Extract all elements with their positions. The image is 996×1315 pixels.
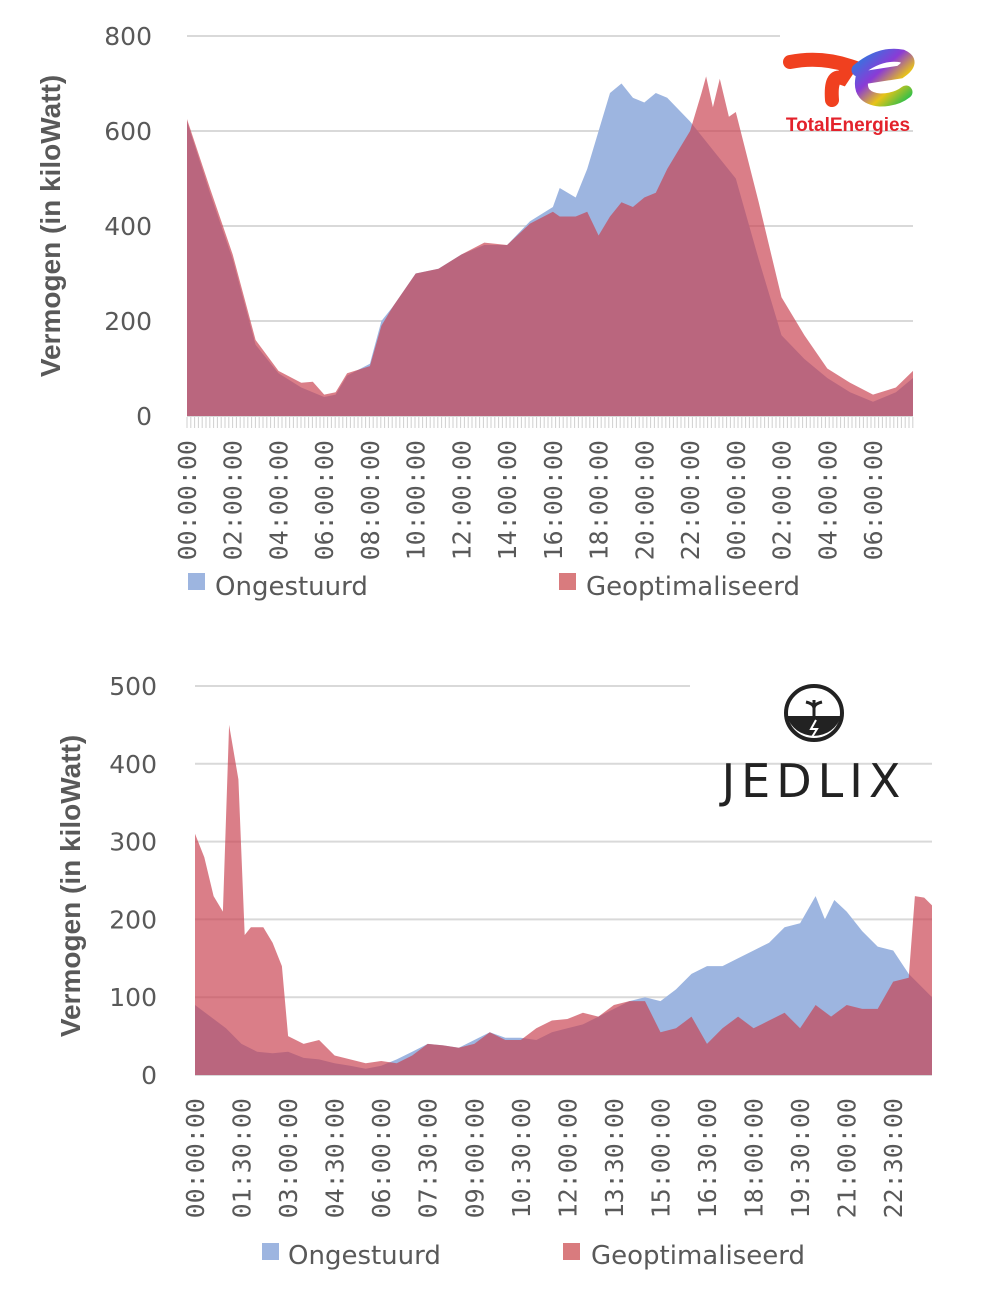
x-tick-label: 01:30:00 — [228, 1098, 257, 1218]
y-tick-labels: 0 100 200 300 400 500 — [109, 672, 157, 1090]
x-tick-label: 07:30:00 — [414, 1098, 443, 1218]
chart-totalenergies: 0 200 400 600 800 00:00:00 02:00:00 04:00:00 06… — [35, 22, 915, 602]
x-tick-label: 19:30:00 — [786, 1098, 815, 1218]
x-tick-label: 04:00:00 — [813, 440, 842, 560]
x-tick-label: 04:30:00 — [321, 1098, 350, 1218]
y-tick-label: 300 — [109, 828, 157, 857]
legend-label-ongestuurd: Ongestuurd — [288, 1241, 441, 1271]
x-tick-label: 02:00:00 — [768, 440, 797, 560]
x-tick-labels: 00:00:00 01:30:00 03:00:00 04:30:00 06:00:00… — [181, 1098, 908, 1218]
x-tick-label: 02:00:00 — [219, 440, 248, 560]
x-tick-label: 16:30:00 — [693, 1098, 722, 1218]
y-tick-labels: 0 200 400 600 800 — [104, 22, 152, 431]
x-tick-label: 20:00:00 — [630, 440, 659, 560]
x-tick-label: 12:00:00 — [447, 440, 476, 560]
x-tick-label: 18:00:00 — [740, 1098, 769, 1218]
area-geoptimaliseerd — [187, 76, 913, 417]
x-tick-label: 09:00:00 — [460, 1098, 489, 1218]
y-tick-label: 0 — [136, 402, 152, 431]
x-tick-label: 14:00:00 — [493, 440, 522, 560]
jedlix-logo: JEDLIX — [719, 684, 907, 808]
x-tick-label: 03:00:00 — [274, 1098, 303, 1218]
x-tick-label: 15:00:00 — [646, 1098, 675, 1218]
y-axis-label: Vermogen (in kiloWatt) — [35, 75, 66, 377]
areas — [195, 724, 932, 1075]
y-tick-label: 400 — [104, 212, 152, 241]
area-geoptimaliseerd — [195, 724, 932, 1075]
jedlix-logo-text: JEDLIX — [719, 754, 907, 808]
x-tick-label: 06:00:00 — [859, 440, 888, 560]
legend-label-ongestuurd: Ongestuurd — [215, 572, 368, 602]
y-tick-label: 0 — [141, 1061, 157, 1090]
areas — [187, 76, 913, 417]
gridlines — [186, 35, 914, 428]
y-tick-label: 400 — [109, 750, 157, 779]
x-tick-label: 04:00:00 — [264, 440, 293, 560]
x-tick-label: 10:00:00 — [402, 440, 431, 560]
x-tick-label: 12:00:00 — [553, 1098, 582, 1218]
x-tick-label: 06:00:00 — [310, 440, 339, 560]
y-tick-label: 500 — [109, 672, 157, 701]
x-tick-label: 21:00:00 — [833, 1098, 862, 1218]
chart-jedlix: 0 100 200 300 400 500 00:00:00 01:30:00 03:00:0… — [55, 672, 932, 1271]
legend-label-geoptimaliseerd: Geoptimaliseerd — [586, 572, 800, 602]
y-axis-label: Vermogen (in kiloWatt) — [55, 735, 86, 1037]
y-tick-label: 200 — [104, 307, 152, 336]
x-tick-label: 00:00:00 — [181, 1098, 210, 1218]
totalenergies-logo-text: TotalEnergies — [786, 115, 910, 136]
x-tick-label: 16:00:00 — [539, 440, 568, 560]
legend-swatch-ongestuurd — [262, 1243, 279, 1260]
y-tick-label: 100 — [109, 983, 157, 1012]
x-tick-label: 00:00:00 — [173, 440, 202, 560]
legend-swatch-ongestuurd — [188, 573, 205, 590]
x-tick-label: 00:00:00 — [722, 440, 751, 560]
y-tick-label: 200 — [109, 905, 157, 934]
x-tick-label: 06:00:00 — [367, 1098, 396, 1218]
x-tick-labels: 00:00:00 02:00:00 04:00:00 06:00:00 08:00:00… — [173, 440, 888, 560]
x-tick-label: 22:00:00 — [676, 440, 705, 560]
x-tick-label: 18:00:00 — [585, 440, 614, 560]
legend-swatch-geoptimaliseerd — [559, 573, 576, 590]
y-tick-label: 600 — [104, 117, 152, 146]
x-tick-label: 22:30:00 — [879, 1098, 908, 1218]
x-tick-label: 10:30:00 — [507, 1098, 536, 1218]
y-tick-label: 800 — [104, 22, 152, 51]
totalenergies-logo: TotalEnergies — [783, 48, 915, 136]
legend-label-geoptimaliseerd: Geoptimaliseerd — [591, 1241, 805, 1271]
legend-swatch-geoptimaliseerd — [563, 1243, 580, 1260]
x-tick-label: 08:00:00 — [356, 440, 385, 560]
x-tick-label: 13:30:00 — [600, 1098, 629, 1218]
